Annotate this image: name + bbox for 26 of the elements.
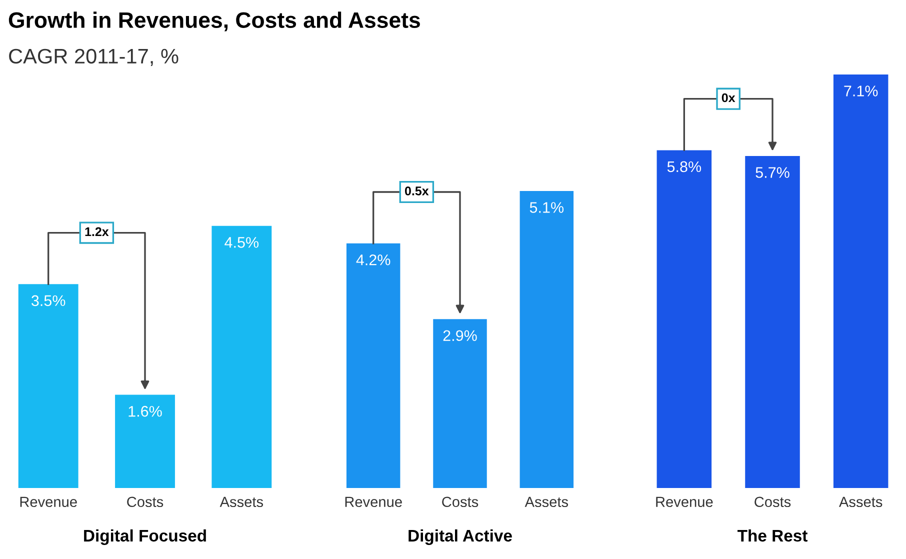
data-label: 2.9% [443, 330, 477, 342]
x-axis-title: Digital Focused [84, 529, 206, 545]
data-label: 4.5% [224, 237, 259, 248]
data-label: 5.7% [756, 167, 790, 178]
data-label: 1.6% [128, 406, 162, 417]
data-label: 4.2% [356, 254, 390, 266]
x-tick-label: Costs [127, 496, 164, 508]
data-label: 3.5% [32, 295, 66, 306]
data-label: 5.8% [667, 161, 702, 172]
x-tick-label: Revenue [656, 496, 713, 508]
x-tick-label: Assets [220, 496, 264, 508]
chart-subtitle: CAGR 2011-17, % [9, 48, 178, 66]
x-tick-label: Assets [838, 496, 882, 508]
x-axis-title: Digital Active [408, 529, 512, 545]
annotation: 0x [722, 93, 736, 102]
x-tick-label: Costs [442, 496, 478, 508]
x-tick-label: Revenue [20, 496, 77, 508]
chart-title: Growth in Revenues, Costs and Assets [8, 12, 420, 32]
x-tick-label: Revenue [345, 496, 402, 508]
annotation: 1.2x [85, 227, 109, 236]
annotation: 0.5x [405, 186, 429, 196]
x-tick-label: Assets [524, 496, 568, 508]
data-label: 7.1% [844, 86, 878, 96]
x-axis-title: The Rest [737, 529, 808, 542]
x-tick-label: Costs [754, 496, 791, 508]
data-label: 5.1% [530, 202, 564, 213]
